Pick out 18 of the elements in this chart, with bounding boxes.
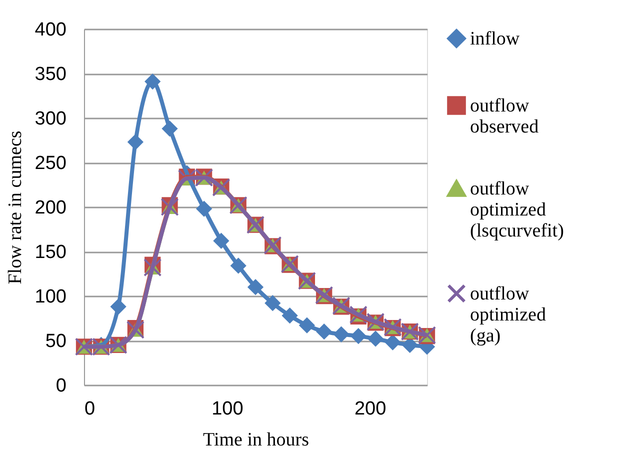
y-tick-label: 350 xyxy=(34,64,66,85)
x-tick-label: 200 xyxy=(354,398,386,420)
y-tick-label: 150 xyxy=(34,242,66,263)
y-tick-label: 200 xyxy=(34,198,66,218)
y-tick-label: 300 xyxy=(34,108,66,130)
x-tick-label: 100 xyxy=(212,398,244,420)
x-axis-title: Time in hours xyxy=(203,430,309,450)
y-tick-label: 50 xyxy=(45,331,66,352)
y-tick-label: 100 xyxy=(34,286,66,308)
legend-label: outflow observed xyxy=(470,96,540,138)
y-tick-label: 0 xyxy=(56,376,66,396)
legend-label: inflow xyxy=(470,28,520,50)
x-tick-label: 0 xyxy=(84,398,96,420)
y-axis-title: Flow rate in cumecs xyxy=(4,130,26,284)
legend-label: outflow optimized (ga) xyxy=(470,284,546,346)
y-tick-label: 400 xyxy=(34,20,66,40)
y-tick-label: 250 xyxy=(34,153,66,174)
legend-label: outflow optimized (lsqcurvefit) xyxy=(470,178,564,242)
